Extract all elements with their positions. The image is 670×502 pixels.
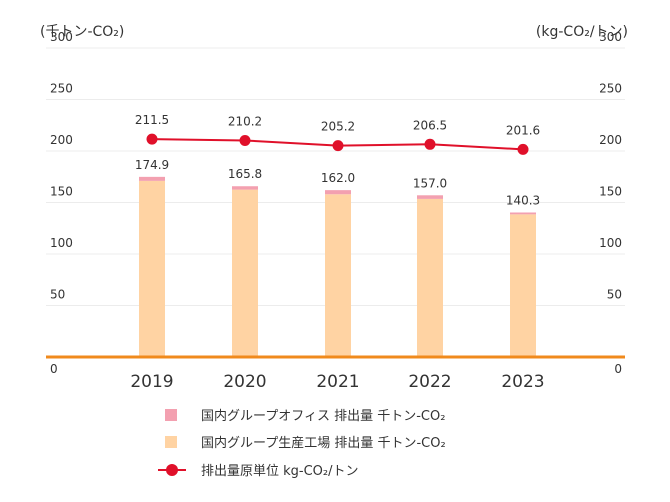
intensity-point — [239, 134, 251, 146]
office-bar — [325, 190, 351, 195]
office-bar — [139, 176, 165, 181]
intensity-point — [332, 140, 344, 152]
category-label: 2023 — [501, 372, 544, 392]
category-label: 2021 — [316, 372, 359, 392]
category-label: 2022 — [408, 372, 451, 392]
factory-bar — [232, 189, 258, 357]
legend-swatch — [165, 436, 177, 448]
right-tick-label: 0 — [614, 362, 622, 376]
right-tick-label: 200 — [599, 133, 622, 147]
right-axis-unit: (kg-CO₂/トン) — [536, 24, 628, 40]
intensity-label: 206.5 — [413, 118, 447, 132]
intensity-point — [146, 133, 158, 145]
bar-total-label: 174.9 — [135, 158, 169, 172]
intensity-label: 205.2 — [321, 120, 355, 134]
intensity-label: 210.2 — [228, 114, 262, 128]
left-tick-label: 100 — [50, 236, 73, 250]
intensity-line: 211.5 210.2 205.2 206.5 201.6 — [135, 113, 540, 155]
left-tick-label: 150 — [50, 185, 73, 199]
left-tick-label: 250 — [50, 82, 73, 96]
left-axis-unit: (千トン-CO₂) — [40, 24, 124, 40]
right-tick-label: 100 — [599, 236, 622, 250]
right-tick-label: 50 — [607, 288, 622, 302]
intensity-point — [517, 143, 529, 155]
bar-total-label: 140.3 — [506, 193, 540, 207]
office-bar — [232, 186, 258, 190]
bars: 174.9 165.8 162.0 157.0 140.3 — [135, 158, 540, 357]
factory-bar — [325, 194, 351, 357]
legend-label: 国内グループオフィス 排出量 千トン-CO₂ — [201, 408, 445, 424]
right-tick-label: 250 — [599, 82, 622, 96]
legend-label: 国内グループ生産工場 排出量 千トン-CO₂ — [201, 435, 446, 451]
category-label: 2020 — [223, 372, 266, 392]
intensity-label: 211.5 — [135, 113, 169, 127]
factory-bar — [417, 198, 443, 357]
intensity-label: 201.6 — [506, 123, 540, 137]
bar-total-label: 165.8 — [228, 167, 262, 181]
factory-bar — [139, 180, 165, 357]
left-tick-label: 200 — [50, 133, 73, 147]
legend-marker — [166, 464, 178, 476]
legend-label: 排出量原単位 kg-CO₂/トン — [201, 463, 359, 479]
legend: 国内グループオフィス 排出量 千トン-CO₂ 国内グループ生産工場 排出量 千トン… — [158, 408, 446, 479]
intensity-point — [424, 138, 436, 150]
left-tick-label: 0 — [50, 362, 58, 376]
right-tick-label: 300 — [599, 30, 622, 44]
bar-total-label: 162.0 — [321, 171, 355, 185]
category-label: 2019 — [130, 372, 173, 392]
legend-swatch — [165, 409, 177, 421]
left-tick-label: 50 — [50, 288, 65, 302]
category-labels: 2019 2020 2021 2022 2023 — [130, 372, 544, 392]
office-bar — [510, 212, 536, 215]
left-tick-label: 300 — [50, 30, 73, 44]
bar-total-label: 157.0 — [413, 176, 447, 190]
axis-ticks: 300 300 250 250 200 200 150 150 100 100 50 50 0 0 — [50, 30, 622, 376]
office-bar — [417, 195, 443, 199]
right-tick-label: 150 — [599, 185, 622, 199]
factory-bar — [510, 214, 536, 357]
